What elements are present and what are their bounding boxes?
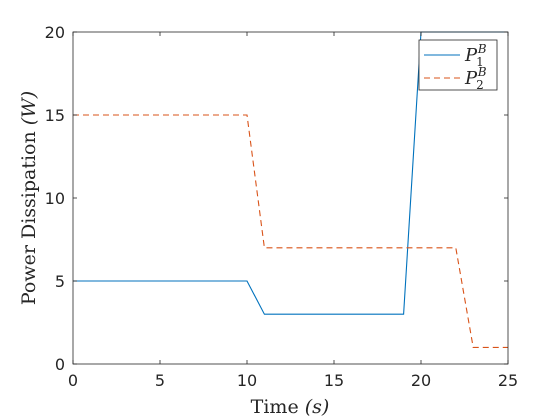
x-tick-label: 10 bbox=[237, 371, 257, 390]
y-tick-label: 10 bbox=[45, 189, 65, 208]
y-tick-label: 15 bbox=[45, 106, 65, 125]
legend-box bbox=[418, 39, 498, 91]
x-tick-label: 0 bbox=[68, 371, 78, 390]
legend-label-1: P1B bbox=[464, 42, 487, 69]
x-tick-label: 15 bbox=[324, 371, 344, 390]
y-tick-label: 20 bbox=[45, 23, 65, 42]
x-tick-label: 5 bbox=[155, 371, 165, 390]
series-line-2 bbox=[73, 114, 508, 348]
y-tick-label: 5 bbox=[55, 272, 65, 291]
legend-label-2: P2B bbox=[464, 65, 487, 92]
y-tick-label: 0 bbox=[55, 355, 65, 374]
x-tick-label: 25 bbox=[498, 371, 518, 390]
x-tick-label: 20 bbox=[411, 371, 431, 390]
tick-layer: 0 5 10 15 20 25 0 5 10 15 20 bbox=[45, 23, 519, 390]
x-axis-label: Time (s) bbox=[251, 396, 330, 418]
y-axis-label: Power Dissipation (W) bbox=[18, 91, 40, 305]
